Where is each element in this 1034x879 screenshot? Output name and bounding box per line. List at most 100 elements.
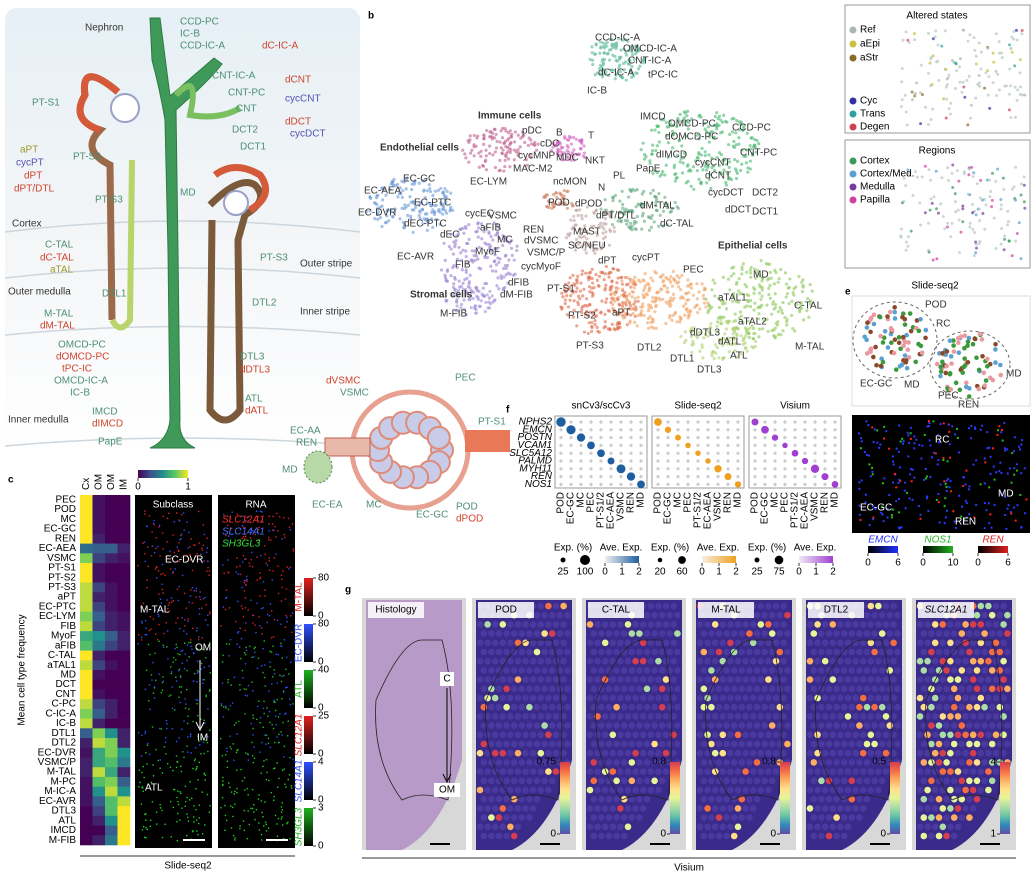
umap-point [509, 246, 514, 250]
spot [148, 684, 151, 686]
colorbar-label: ATL [294, 680, 305, 698]
bead [938, 373, 943, 379]
spot [594, 805, 601, 812]
umap-point [576, 274, 580, 279]
heatmap-cell [92, 815, 106, 826]
spot [491, 639, 499, 647]
umap-point [752, 291, 756, 295]
spot [624, 768, 632, 775]
heatmap-cell [117, 757, 131, 768]
inset-point [1003, 234, 1007, 238]
spot [522, 749, 529, 757]
cluster-label: aTAL1 [718, 293, 747, 304]
spot [636, 814, 643, 821]
umap-point [717, 163, 721, 168]
bead [897, 450, 900, 453]
spot [276, 762, 278, 764]
umap-point [599, 310, 603, 314]
spot [190, 733, 192, 736]
spot [613, 759, 620, 766]
spot [161, 689, 164, 691]
nephron-label: Outer stripe [300, 259, 353, 270]
inset-point [923, 164, 927, 168]
spot [196, 765, 198, 768]
spot [643, 685, 651, 693]
arteriole [324, 437, 371, 457]
dot-background [666, 482, 670, 486]
umap-point [732, 158, 737, 162]
dot-background [803, 475, 807, 479]
spot [239, 573, 242, 576]
inset-point [951, 163, 955, 167]
spot [598, 630, 605, 637]
spot [161, 532, 164, 534]
umap-point [560, 150, 564, 154]
umap-point [623, 38, 628, 42]
umap-point [583, 155, 587, 160]
umap-point [472, 133, 476, 138]
umap-point [410, 208, 415, 212]
spot [620, 740, 628, 748]
spot [207, 624, 209, 626]
cluster-label: OMCD-PC [668, 119, 716, 130]
cluster-label: dEC-PTC [404, 219, 447, 230]
umap-point [603, 324, 607, 329]
spot [256, 718, 258, 721]
spot [548, 703, 556, 711]
umap-point [729, 274, 733, 278]
bead [974, 355, 979, 361]
spot [263, 712, 265, 715]
spot [166, 599, 168, 601]
spot [643, 740, 651, 748]
bead [895, 500, 898, 503]
umap-point [636, 67, 641, 71]
spot [173, 521, 175, 523]
spot [145, 827, 147, 829]
cluster-label: Epithelial cells [718, 241, 788, 252]
umap-point [467, 160, 471, 164]
spot [140, 755, 143, 757]
spot [605, 832, 613, 840]
inset-point [957, 179, 961, 183]
dot-background [793, 420, 797, 424]
umap-point [492, 221, 496, 225]
colorbar-tick-label: 0 [318, 841, 324, 852]
dot-background [783, 428, 787, 432]
inset-point [1007, 108, 1011, 112]
dct [173, 83, 242, 120]
cluster-label: VSMC/P [527, 248, 566, 259]
umap-point [675, 125, 679, 129]
umap-point [606, 327, 610, 331]
spot [245, 580, 247, 582]
dot-background [609, 475, 613, 479]
spot [609, 676, 617, 683]
spot [651, 648, 658, 656]
umap-point [678, 315, 682, 319]
spot [260, 800, 263, 802]
heatmap-cell [92, 670, 106, 681]
dot-background [559, 459, 563, 463]
spot [784, 611, 791, 619]
heatmap-cell [105, 767, 118, 778]
umap-point [676, 116, 680, 121]
spot [220, 737, 222, 740]
umap-point [648, 161, 652, 165]
spot [251, 741, 253, 744]
inset-point [1020, 93, 1024, 97]
nephron-label: IC-B [180, 29, 200, 40]
heatmap-cell [117, 572, 131, 583]
bead [881, 482, 884, 485]
umap-point [620, 279, 624, 283]
umap-point [746, 166, 750, 170]
spot [175, 676, 177, 679]
bead [942, 456, 945, 459]
spot [147, 742, 149, 745]
umap-point [463, 152, 467, 156]
spot [281, 734, 283, 736]
spot [288, 673, 290, 675]
spatial-label: RC [936, 319, 950, 330]
umap-point [705, 130, 709, 134]
spot [601, 731, 609, 739]
umap-point [598, 51, 602, 55]
spot [647, 657, 655, 665]
